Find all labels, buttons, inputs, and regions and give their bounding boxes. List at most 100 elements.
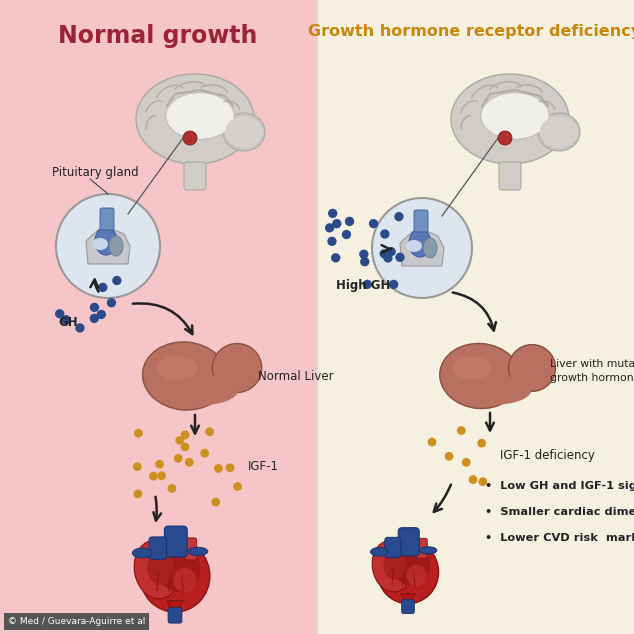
Ellipse shape	[134, 540, 180, 598]
Point	[325, 223, 335, 233]
Bar	[317, 0, 634, 634]
Ellipse shape	[92, 238, 108, 250]
Ellipse shape	[136, 74, 254, 164]
FancyBboxPatch shape	[164, 526, 187, 557]
Polygon shape	[86, 228, 130, 264]
Point	[200, 448, 210, 458]
Point	[61, 315, 71, 325]
Ellipse shape	[188, 547, 208, 555]
Point	[456, 425, 467, 436]
FancyBboxPatch shape	[414, 210, 428, 232]
Point	[89, 313, 100, 323]
Ellipse shape	[538, 113, 580, 151]
FancyBboxPatch shape	[168, 607, 182, 623]
Ellipse shape	[109, 236, 123, 256]
Text: Liver with mutation in
growth hormone receptor: Liver with mutation in growth hormone re…	[550, 359, 634, 383]
FancyBboxPatch shape	[499, 162, 521, 190]
Text: Growth hormone receptor deficiency: Growth hormone receptor deficiency	[308, 24, 634, 39]
Point	[383, 253, 393, 263]
Point	[180, 442, 190, 452]
Circle shape	[183, 131, 197, 145]
Ellipse shape	[453, 356, 491, 379]
Point	[180, 430, 190, 440]
Ellipse shape	[162, 375, 238, 405]
Ellipse shape	[133, 548, 152, 558]
Point	[477, 438, 487, 448]
Point	[112, 275, 122, 285]
Point	[174, 436, 184, 446]
Text: •  Lower CVD risk  markers: • Lower CVD risk markers	[485, 533, 634, 543]
Ellipse shape	[377, 540, 439, 604]
Point	[379, 249, 389, 259]
Ellipse shape	[406, 565, 427, 586]
Point	[133, 489, 143, 499]
Polygon shape	[167, 600, 183, 617]
Point	[478, 477, 488, 487]
Ellipse shape	[440, 344, 521, 408]
Point	[167, 483, 177, 493]
Ellipse shape	[370, 548, 388, 556]
Point	[359, 257, 370, 267]
Point	[332, 219, 342, 229]
Point	[205, 427, 215, 437]
Point	[395, 252, 405, 262]
Point	[213, 463, 223, 474]
Point	[96, 309, 107, 320]
Ellipse shape	[384, 550, 406, 580]
Point	[380, 229, 390, 239]
Polygon shape	[401, 593, 415, 608]
Ellipse shape	[147, 550, 173, 585]
Ellipse shape	[165, 93, 234, 139]
Point	[107, 298, 117, 308]
Text: IGF-1 deficiency: IGF-1 deficiency	[500, 450, 595, 462]
Text: •  Smaller cardiac dimensions: • Smaller cardiac dimensions	[485, 507, 634, 517]
Ellipse shape	[451, 74, 569, 164]
Point	[327, 236, 337, 247]
Point	[173, 453, 183, 463]
Ellipse shape	[406, 240, 422, 252]
Point	[89, 302, 100, 313]
Ellipse shape	[458, 375, 531, 404]
Point	[386, 247, 396, 257]
Point	[75, 323, 85, 333]
FancyBboxPatch shape	[184, 538, 197, 560]
Text: © Med / Guevara-Aguirre et al: © Med / Guevara-Aguirre et al	[8, 617, 145, 626]
Ellipse shape	[223, 113, 265, 151]
Point	[233, 481, 243, 491]
Point	[394, 212, 404, 222]
Ellipse shape	[158, 547, 200, 592]
Text: Normal Liver: Normal Liver	[258, 370, 333, 382]
Point	[461, 457, 471, 467]
Ellipse shape	[540, 116, 578, 148]
Ellipse shape	[140, 540, 210, 612]
Point	[155, 459, 165, 469]
FancyBboxPatch shape	[385, 538, 401, 558]
Text: GH: GH	[58, 316, 77, 329]
Point	[132, 462, 142, 472]
Ellipse shape	[225, 116, 263, 148]
Point	[389, 280, 399, 290]
FancyBboxPatch shape	[402, 600, 415, 614]
Point	[344, 216, 354, 226]
Point	[368, 219, 378, 229]
Text: •  Low GH and IGF-1 signalling: • Low GH and IGF-1 signalling	[485, 481, 634, 491]
Point	[362, 280, 372, 290]
Text: High GH: High GH	[336, 279, 391, 292]
Ellipse shape	[481, 93, 549, 139]
Point	[210, 497, 221, 507]
Ellipse shape	[423, 238, 437, 258]
Point	[148, 471, 158, 481]
Ellipse shape	[212, 344, 262, 392]
Ellipse shape	[95, 227, 117, 255]
Bar	[0, 0, 317, 634]
FancyBboxPatch shape	[398, 527, 419, 556]
Point	[328, 209, 338, 219]
Text: Pituitary gland: Pituitary gland	[52, 166, 139, 179]
Point	[341, 230, 351, 240]
Circle shape	[498, 131, 512, 145]
Circle shape	[372, 198, 472, 298]
Point	[359, 249, 369, 259]
FancyBboxPatch shape	[149, 537, 167, 559]
Point	[427, 437, 437, 447]
Point	[133, 428, 143, 438]
